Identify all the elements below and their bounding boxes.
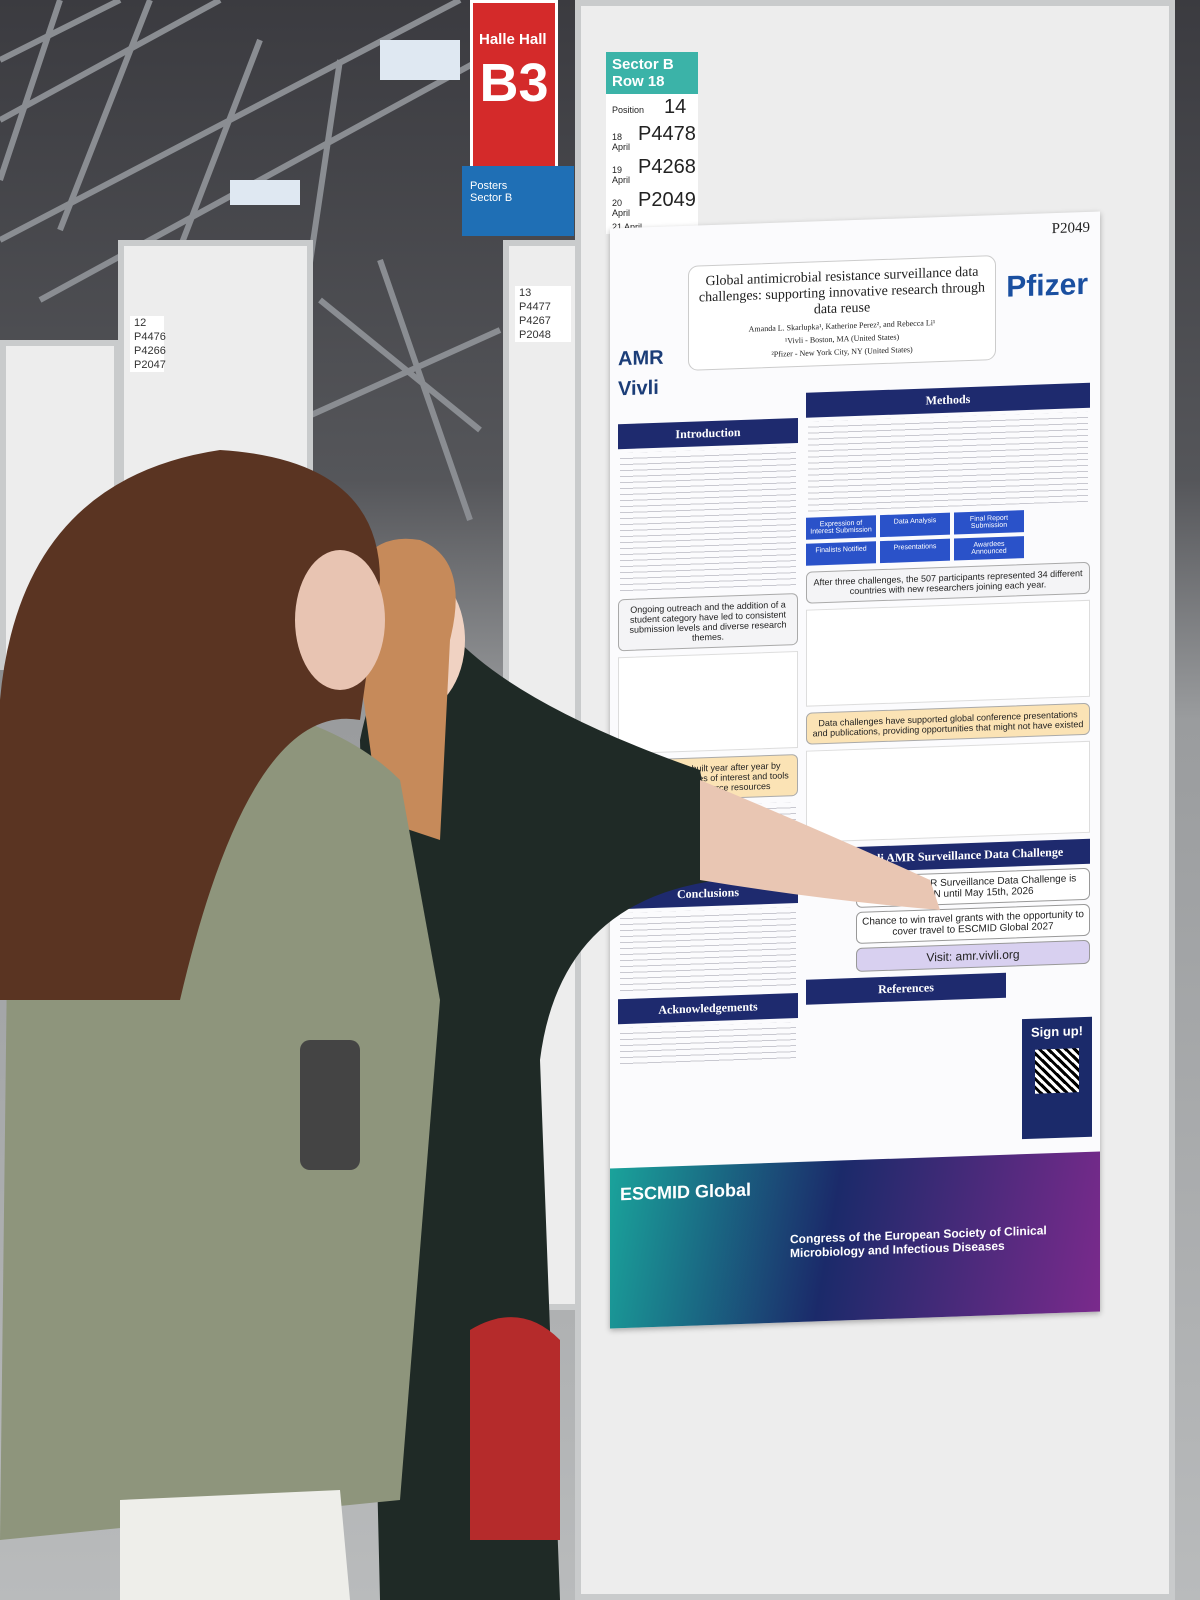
poster-number: P4266: [134, 345, 166, 357]
board-label-small: 12 P4476 P4266 P2047: [130, 316, 166, 372]
poster-number: P2049: [638, 189, 696, 211]
booth-label: B3: [479, 53, 549, 113]
sector-sign: Posters Sector B: [462, 166, 574, 236]
sector-label: Sector B: [470, 192, 513, 204]
poster-number: P4476: [134, 331, 166, 343]
ceiling-truss: [0, 0, 502, 521]
poster-number: P4478: [638, 123, 696, 145]
row-label: Sector B Row 18: [606, 52, 698, 94]
poster-number: P2047: [134, 359, 166, 371]
schedule-line: 19 April P4268: [606, 154, 698, 187]
backpack: [470, 1317, 560, 1540]
board-label: Sector B Row 18 Position 14 18 April P4478…: [606, 52, 698, 234]
position-caption: Position: [612, 105, 645, 115]
date: 18 April: [612, 132, 631, 152]
position-line: Position 14: [606, 94, 698, 121]
poster-number: P4477: [519, 301, 551, 313]
position: 13: [519, 287, 532, 299]
bottle: [300, 1040, 360, 1170]
schedule-line: 18 April P4478: [606, 121, 698, 154]
posters-label: Posters: [470, 180, 508, 192]
date: 20 April: [612, 198, 631, 218]
board-label-small: 13 P4477 P4267 P2048: [515, 286, 571, 342]
position: 12: [134, 317, 147, 329]
visitor-face: [295, 550, 385, 690]
hall-sign: Halle Hall B3: [470, 0, 558, 190]
poster-number: P4267: [519, 315, 551, 327]
presenter-arm: [700, 780, 940, 910]
schedule-line: 20 April P2049: [606, 187, 698, 220]
poster-number: P2048: [519, 329, 551, 341]
presenter-body: [360, 620, 720, 1600]
date: 19 April: [612, 165, 631, 185]
position: 14: [664, 96, 687, 118]
poster-number: P4268: [638, 156, 696, 178]
visitor-trousers: [120, 1490, 350, 1600]
visitor-hair: [0, 450, 380, 1000]
hall-label: Halle Hall: [479, 31, 547, 48]
